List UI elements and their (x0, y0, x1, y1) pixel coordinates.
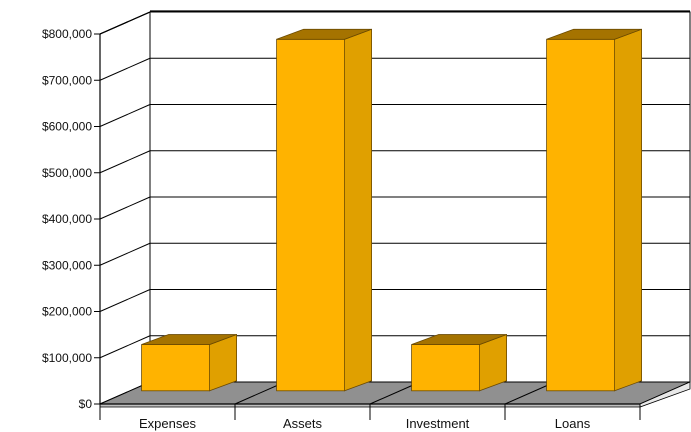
bar (276, 28, 373, 392)
y-tick-label: $100,000 (42, 351, 92, 365)
gridline-left-wall (99, 289, 151, 312)
bar-front-face (546, 38, 615, 392)
bar-top-face (141, 334, 237, 345)
y-tick-label: $300,000 (42, 258, 92, 272)
x-category-label: Assets (283, 416, 323, 431)
bar-side-face (344, 28, 373, 392)
y-tick-label: $400,000 (42, 212, 92, 226)
y-tick-label: $600,000 (42, 120, 92, 134)
x-axis-category-labels: Expenses Assets Investment Loans (139, 416, 591, 431)
bar-top-face (411, 334, 507, 345)
bar (546, 28, 642, 392)
bar (141, 333, 238, 392)
bar-front-face (411, 344, 481, 392)
y-tick-label: $700,000 (42, 73, 92, 87)
gridline-left-wall (99, 242, 151, 266)
gridline-left-wall (99, 196, 151, 220)
bar (411, 333, 508, 392)
y-tick-label: $800,000 (42, 27, 92, 41)
axes (94, 33, 641, 420)
y-tick-label: $200,000 (42, 305, 92, 319)
bars (141, 28, 642, 392)
bar-top-face (546, 28, 642, 40)
bar-front-face (141, 344, 211, 392)
bar-front-face (276, 38, 346, 392)
bar-top-face (276, 28, 372, 40)
gridline-left-wall (99, 335, 151, 359)
y-tick-label: $0 (79, 397, 93, 411)
y-axis-tick-labels: $0 $100,000 $200,000 $300,000 $400,000 $500,0… (42, 27, 92, 411)
gridline-left-wall (99, 11, 151, 35)
bar-side-face (614, 28, 642, 392)
gridline-left-wall (99, 57, 151, 81)
gridline-left-wall (99, 150, 151, 174)
y-tick-label: $500,000 (42, 166, 92, 180)
gridline-left-wall (99, 104, 151, 127)
x-category-label: Loans (555, 416, 591, 431)
x-category-label: Expenses (139, 416, 197, 431)
x-category-label: Investment (406, 416, 470, 431)
